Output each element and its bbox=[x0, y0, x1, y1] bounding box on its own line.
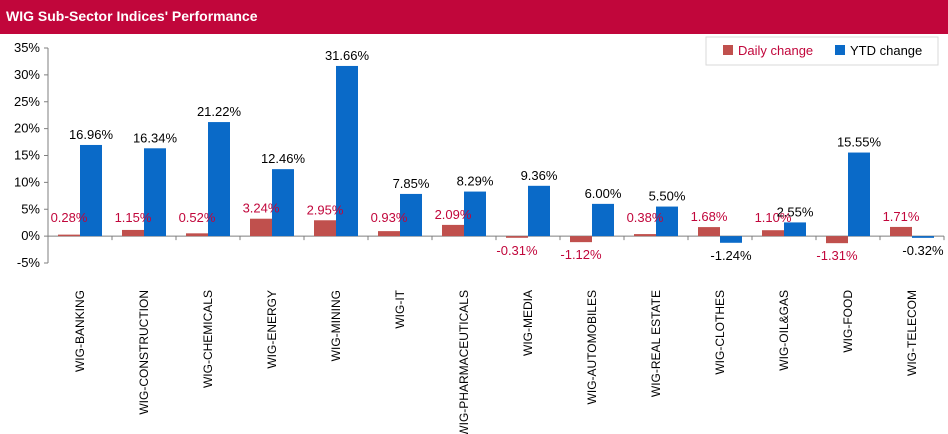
category-label: WIG-REAL ESTATE bbox=[649, 290, 663, 397]
bar-ytd-change bbox=[656, 206, 678, 237]
data-label-ytd: 15.55% bbox=[837, 135, 882, 150]
bar-daily-change bbox=[698, 227, 720, 237]
bar-ytd-change bbox=[272, 169, 294, 237]
bar-ytd-change bbox=[208, 122, 230, 237]
data-label-daily: 3.24% bbox=[243, 201, 280, 216]
bar-ytd-change bbox=[464, 191, 486, 237]
data-label-ytd: 5.50% bbox=[649, 189, 686, 204]
category-label: WIG-CHEMICALS bbox=[201, 290, 215, 388]
bar-daily-change bbox=[762, 230, 784, 237]
data-label-ytd: 31.66% bbox=[325, 48, 370, 63]
data-label-ytd: 7.85% bbox=[393, 176, 430, 191]
data-label-ytd: 12.46% bbox=[261, 151, 306, 166]
bar-daily-change bbox=[378, 231, 400, 237]
y-tick-label: 25% bbox=[14, 94, 40, 109]
y-tick-label: -5% bbox=[17, 255, 41, 270]
data-label-ytd: 21.22% bbox=[197, 104, 242, 119]
category-label: WIG-PHARMACEUTICALS bbox=[457, 290, 471, 434]
bar-ytd-change bbox=[592, 203, 614, 237]
bar-daily-change bbox=[314, 220, 336, 237]
bar-daily-change bbox=[506, 236, 528, 238]
y-tick-label: 35% bbox=[14, 40, 40, 55]
data-label-daily: -1.31% bbox=[816, 248, 858, 263]
bar-daily-change bbox=[186, 233, 208, 237]
legend-label-ytd: YTD change bbox=[850, 43, 922, 58]
data-label-daily: -0.31% bbox=[496, 243, 538, 258]
data-label-daily: 0.52% bbox=[179, 210, 216, 225]
data-label-ytd: 2.55% bbox=[777, 204, 814, 219]
bar-ytd-change bbox=[400, 193, 422, 237]
data-label-ytd: 16.96% bbox=[69, 127, 114, 142]
bar-ytd-change bbox=[912, 236, 934, 238]
category-label: WIG-CLOTHES bbox=[713, 290, 727, 375]
category-label: WIG-CONSTRUCTION bbox=[137, 290, 151, 415]
category-label: WIG-OIL&GAS bbox=[777, 290, 791, 371]
data-label-ytd: 16.34% bbox=[133, 130, 178, 145]
data-label-daily: 0.28% bbox=[51, 210, 88, 225]
data-label-ytd: -1.24% bbox=[710, 248, 752, 263]
legend-swatch-daily bbox=[723, 45, 733, 55]
data-label-daily: 1.15% bbox=[115, 210, 152, 225]
bars-layer bbox=[58, 65, 934, 244]
chart-title-bar: WIG Sub-Sector Indices' Performance bbox=[0, 0, 948, 34]
bar-daily-change bbox=[250, 218, 272, 237]
bar-ytd-change bbox=[848, 152, 870, 237]
legend-label-daily: Daily change bbox=[738, 43, 813, 58]
category-label: WIG-MINING bbox=[329, 290, 343, 361]
data-label-daily: 2.95% bbox=[307, 202, 344, 217]
bar-daily-change bbox=[570, 236, 592, 243]
bar-ytd-change bbox=[528, 185, 550, 237]
legend-frame bbox=[705, 36, 939, 66]
y-tick-label: 20% bbox=[14, 121, 40, 136]
data-label-ytd: 8.29% bbox=[457, 174, 494, 189]
data-label-ytd: -0.32% bbox=[902, 243, 944, 258]
bar-daily-change bbox=[58, 234, 80, 237]
legend-swatch-ytd bbox=[835, 45, 845, 55]
bar-ytd-change bbox=[784, 222, 806, 237]
bar-ytd-change bbox=[720, 236, 742, 243]
category-label: WIG-IT bbox=[393, 289, 407, 328]
y-tick-label: 15% bbox=[14, 148, 40, 163]
bar-ytd-change bbox=[144, 148, 166, 237]
y-tick-label: 0% bbox=[21, 228, 40, 243]
category-label: WIG-MEDIA bbox=[521, 290, 535, 356]
data-label-daily: 1.68% bbox=[691, 209, 728, 224]
bar-daily-change bbox=[890, 226, 912, 237]
category-label: WIG-TELECOM bbox=[905, 290, 919, 376]
category-label: WIG-AUTOMOBILES bbox=[585, 290, 599, 404]
bar-daily-change bbox=[826, 236, 848, 244]
bar-daily-change bbox=[442, 224, 464, 237]
y-tick-label: 30% bbox=[14, 67, 40, 82]
data-labels-layer: 0.28% 16.96% 1.15% 16.34% 0.52% 21.22% 3.24% 12… bbox=[51, 48, 944, 263]
bar-ytd-change bbox=[80, 144, 102, 237]
category-label: WIG-ENERGY bbox=[265, 290, 279, 369]
data-label-ytd: 6.00% bbox=[585, 186, 622, 201]
data-label-daily: 0.38% bbox=[627, 210, 664, 225]
data-label-daily: 2.09% bbox=[435, 207, 472, 222]
chart-title: WIG Sub-Sector Indices' Performance bbox=[6, 8, 258, 24]
data-label-ytd: 9.36% bbox=[521, 168, 558, 183]
category-labels-layer: WIG-BANKING WIG-CONSTRUCTION WIG-CHEMICALS… bbox=[73, 289, 919, 434]
data-label-daily: -1.12% bbox=[560, 247, 602, 262]
category-label: WIG-FOOD bbox=[841, 290, 855, 353]
data-label-daily: 1.10% bbox=[755, 210, 792, 225]
bar-daily-change bbox=[634, 234, 656, 237]
bar-ytd-change bbox=[336, 65, 358, 237]
y-tick-label: 5% bbox=[21, 201, 40, 216]
y-tick-label: 10% bbox=[14, 174, 40, 189]
data-label-daily: 0.93% bbox=[371, 210, 408, 225]
category-label: WIG-BANKING bbox=[73, 290, 87, 372]
bar-daily-change bbox=[122, 229, 144, 237]
chart-legend: Daily change YTD change bbox=[705, 36, 939, 66]
data-label-daily: 1.71% bbox=[883, 209, 920, 224]
